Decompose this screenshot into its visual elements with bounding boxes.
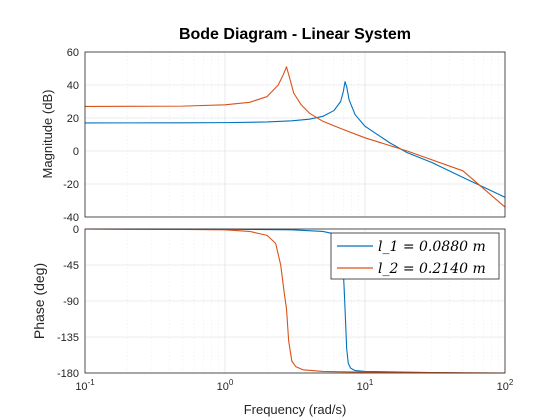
x-axis-label: Frequency (rad/s) bbox=[244, 402, 347, 417]
phase-y-tick-label: -45 bbox=[63, 260, 79, 272]
phase-y-label: Phase (deg) bbox=[31, 263, 47, 339]
phase-y-tick-label: 0 bbox=[73, 224, 79, 236]
magnitude-series bbox=[84, 66, 506, 208]
legend: l_1 = 0.0880 m l_2 = 0.2140 m bbox=[330, 232, 500, 280]
x-tick-label: 10-1 bbox=[75, 378, 95, 393]
magnitude-y-tick-label: 0 bbox=[73, 146, 79, 158]
magnitude-line-series-2 bbox=[84, 66, 506, 208]
magnitude-y-tick-label: 20 bbox=[67, 113, 79, 125]
x-tick-labels: 10-1 100 101 102 bbox=[75, 378, 514, 393]
magnitude-y-label: Magnitude (dB) bbox=[40, 90, 55, 179]
x-tick-label: 102 bbox=[497, 378, 514, 393]
magnitude-y-tick-label: -20 bbox=[63, 179, 79, 191]
magnitude-y-tick-label: 60 bbox=[67, 47, 79, 59]
phase-y-tick-label: -90 bbox=[63, 296, 79, 308]
legend-entry-l2: l_2 = 0.2140 m bbox=[378, 261, 486, 277]
phase-y-tick-label: -135 bbox=[57, 332, 79, 344]
magnitude-axes-box bbox=[84, 51, 506, 218]
phase-y-tick-label: -180 bbox=[57, 368, 79, 380]
magnitude-y-tick-label: -40 bbox=[63, 212, 79, 224]
legend-box bbox=[330, 232, 500, 280]
phase-line-series-1 bbox=[84, 228, 505, 374]
magnitude-line-series-1 bbox=[84, 81, 506, 198]
phase-series bbox=[84, 228, 506, 374]
magnitude-plot-area bbox=[85, 52, 505, 217]
phase-line-series-2 bbox=[84, 228, 506, 374]
phase-axes-box bbox=[84, 228, 506, 374]
magnitude-panel: 60 40 20 0 -20 -40 Magnitude (dB) bbox=[40, 47, 506, 224]
x-tick-label: 100 bbox=[217, 378, 234, 393]
magnitude-y-ticks: 60 40 20 0 -20 -40 bbox=[63, 47, 79, 224]
x-tick-label: 101 bbox=[357, 378, 374, 393]
magnitude-y-tick-label: 40 bbox=[67, 80, 79, 92]
phase-y-ticks: 0 -45 -90 -135 -180 bbox=[57, 224, 79, 380]
chart-title: Bode Diagram - Linear System bbox=[179, 26, 411, 43]
legend-entry-l1: l_1 = 0.0880 m bbox=[378, 239, 486, 255]
